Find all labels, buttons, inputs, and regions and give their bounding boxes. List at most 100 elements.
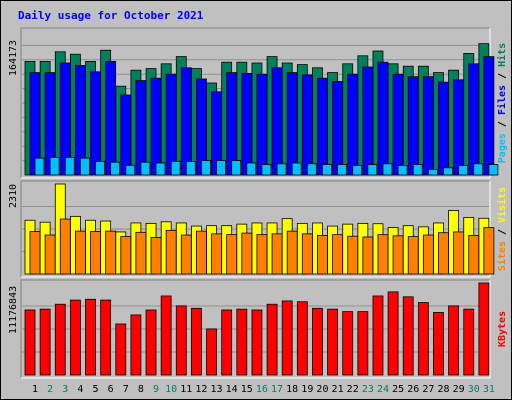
- bar-sites-day-20: [317, 235, 328, 275]
- bar-kbytes-day-10: [160, 295, 172, 376]
- panel-legend: KBytes: [497, 311, 508, 347]
- bar-sites-day-17: [271, 233, 283, 275]
- bar-sites-day-12: [196, 230, 207, 275]
- bar-kbytes-day-29: [448, 305, 460, 376]
- bar-pages-day-17: [276, 163, 287, 176]
- bar-pages-day-7: [125, 164, 136, 176]
- panel-hits-files-pages: 164173 Pages / Files / Hits: [8, 27, 508, 179]
- bar-kbytes-day-31: [478, 282, 490, 376]
- bar-kbytes-day-4: [69, 299, 81, 376]
- bar-kbytes-day-6: [100, 299, 112, 376]
- bar-pages-day-31: [488, 164, 499, 176]
- x-tick-label: 25: [392, 384, 404, 395]
- bar-files-day-23: [362, 66, 374, 176]
- bar-kbytes-day-7: [115, 323, 127, 376]
- bar-pages-day-30: [473, 163, 484, 176]
- bar-files-day-28: [438, 81, 449, 176]
- bar-pages-day-12: [201, 160, 211, 176]
- x-tick-label: 28: [437, 384, 449, 395]
- bar-files-day-20: [317, 77, 328, 176]
- bar-pages-day-18: [291, 162, 302, 176]
- legend-hits: Hits: [496, 43, 508, 67]
- bar-pages-day-20: [322, 164, 332, 176]
- x-axis-labels: 1 2 3 4 5 6 7 8 9 10 11 12 13 14 15 16 17 18 19 20 21 22 23 24 2…: [32, 384, 495, 395]
- bar-pages-day-9: [155, 162, 166, 176]
- bar-sites-day-3: [59, 218, 71, 275]
- panel-frame-shadow: [20, 180, 490, 277]
- bar-pages-day-25: [397, 164, 408, 176]
- x-tick-label: 21: [332, 384, 344, 395]
- x-tick-label: 29: [453, 384, 465, 395]
- legend-visits: Visits: [496, 187, 508, 223]
- x-tick-label: 15: [241, 384, 253, 395]
- bar-kbytes-day-21: [327, 308, 338, 376]
- bar-pages-day-19: [306, 163, 317, 176]
- panel-frame-highlight: [21, 181, 491, 278]
- bar-files-day-6: [105, 61, 117, 176]
- x-tick-label: 20: [316, 384, 328, 395]
- x-tick-label: 12: [195, 384, 207, 395]
- bar-sites-day-26: [407, 236, 419, 275]
- bar-files-day-10: [165, 73, 177, 176]
- bar-sites-day-6: [105, 230, 117, 275]
- bar-sites-day-11: [180, 234, 192, 275]
- bar-sites-day-27: [422, 234, 434, 275]
- bar-files-day-26: [407, 76, 419, 176]
- panel-frame-shadow: [20, 27, 490, 178]
- bar-pages-day-10: [170, 160, 181, 176]
- bar-pages-day-5: [95, 160, 105, 176]
- bar-kbytes-day-22: [342, 311, 354, 376]
- bar-files-day-16: [256, 73, 268, 176]
- bar-pages-day-6: [110, 161, 121, 176]
- legend-kbytes: KBytes: [497, 311, 508, 347]
- x-tick-label: 19: [301, 384, 313, 395]
- bar-kbytes-day-26: [402, 296, 414, 376]
- bar-pages-day-16: [261, 164, 272, 176]
- legend-pages: Pages: [497, 133, 508, 163]
- bar-pages-day-23: [367, 164, 378, 176]
- panel-max-label: 11176843: [8, 286, 19, 334]
- legend-separator: /: [497, 115, 508, 133]
- bar-kbytes-day-19: [296, 301, 308, 376]
- bar-pages-day-29: [458, 164, 469, 176]
- series-files: [29, 56, 495, 176]
- bar-pages-day-3: [64, 156, 75, 176]
- bar-sites-day-13: [211, 233, 222, 275]
- bar-kbytes-day-11: [175, 305, 187, 376]
- bar-pages-day-13: [216, 160, 226, 176]
- bar-pages-day-1: [34, 157, 45, 176]
- bar-pages-day-15: [246, 162, 257, 176]
- bar-files-day-17: [271, 67, 283, 176]
- bar-kbytes-day-1: [24, 309, 36, 376]
- bar-files-day-7: [120, 94, 132, 176]
- bar-sites-day-29: [453, 231, 465, 275]
- panel-kbytes: 11176843 KBytes: [8, 279, 508, 379]
- bar-files-day-21: [332, 81, 343, 176]
- bar-files-day-22: [347, 73, 359, 176]
- bar-kbytes-day-14: [221, 309, 233, 376]
- x-tick-label: 23: [362, 384, 374, 395]
- x-tick-label: 13: [211, 384, 223, 395]
- bar-files-day-24: [377, 61, 389, 176]
- x-tick-label: 4: [77, 384, 83, 395]
- bar-kbytes-day-30: [463, 308, 475, 376]
- panel-visits-sites: 2310 Sites / Visits: [8, 180, 508, 278]
- bar-kbytes-day-20: [312, 307, 323, 376]
- bar-sites-day-25: [392, 235, 404, 275]
- bar-sites-day-14: [226, 234, 238, 275]
- bar-sites-day-16: [256, 234, 268, 275]
- bar-kbytes-day-2: [39, 308, 51, 376]
- bar-files-day-19: [301, 74, 313, 176]
- bar-sites-day-28: [438, 232, 449, 275]
- x-tick-label: 31: [483, 384, 495, 395]
- bar-sites-day-4: [74, 230, 86, 275]
- bar-files-day-29: [453, 79, 465, 176]
- panel-frame-shadow: [20, 279, 490, 378]
- bar-kbytes-day-23: [357, 311, 369, 376]
- x-tick-label: 1: [32, 384, 38, 395]
- bar-sites-day-15: [241, 232, 253, 275]
- bar-files-day-9: [150, 77, 162, 176]
- bar-files-day-14: [226, 72, 238, 176]
- bar-sites-day-10: [165, 229, 177, 275]
- bar-sites-day-18: [286, 230, 298, 275]
